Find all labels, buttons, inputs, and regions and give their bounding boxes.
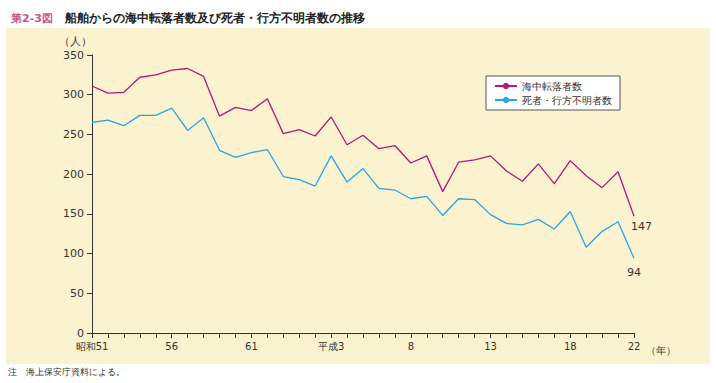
svg-text:（年）: （年） [646, 345, 676, 356]
svg-text:昭和51: 昭和51 [76, 341, 109, 352]
svg-text:海中転落者数: 海中転落者数 [522, 81, 582, 92]
svg-text:注 海上保安庁資料による。: 注 海上保安庁資料による。 [8, 367, 125, 377]
svg-text:平成3: 平成3 [318, 341, 344, 352]
svg-text:94: 94 [627, 266, 641, 279]
svg-text:300: 300 [63, 88, 84, 101]
svg-text:150: 150 [63, 207, 84, 220]
svg-text:50: 50 [70, 287, 84, 300]
svg-text:350: 350 [63, 49, 84, 62]
svg-text:250: 250 [63, 128, 84, 141]
svg-text:18: 18 [564, 341, 577, 352]
svg-text:61: 61 [245, 341, 258, 352]
svg-text:147: 147 [631, 220, 652, 233]
svg-text:0: 0 [77, 327, 84, 340]
svg-text:13: 13 [484, 341, 497, 352]
svg-text:船舶からの海中転落者数及び死者・行方不明者数の推移: 船舶からの海中転落者数及び死者・行方不明者数の推移 [64, 11, 365, 25]
svg-text:100: 100 [63, 247, 84, 260]
svg-text:56: 56 [165, 341, 178, 352]
svg-text:22: 22 [628, 341, 641, 352]
svg-text:200: 200 [63, 168, 84, 181]
svg-text:8: 8 [408, 341, 414, 352]
svg-text:死者・行方不明者数: 死者・行方不明者数 [522, 95, 612, 106]
svg-text:（人）: （人） [59, 35, 92, 48]
svg-text:第2-3図: 第2-3図 [10, 12, 53, 25]
